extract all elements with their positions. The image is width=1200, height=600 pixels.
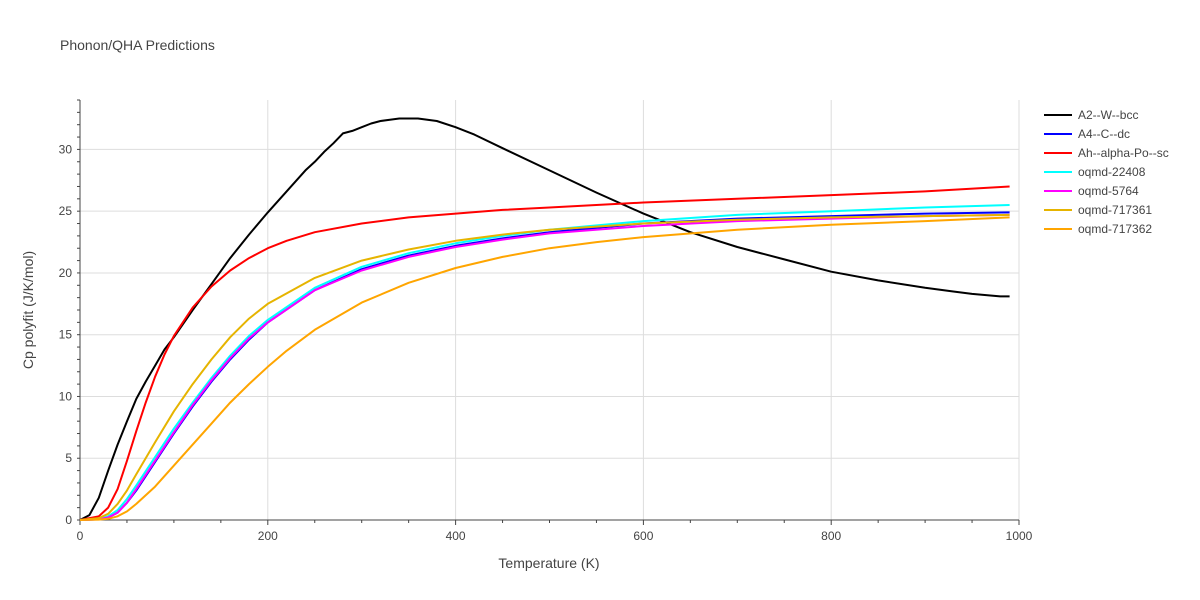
y-tick-label: 5 bbox=[65, 451, 72, 465]
series-line-oqmd-717361[interactable] bbox=[79, 213, 1010, 521]
y-tick-label: 25 bbox=[59, 204, 73, 218]
legend-item[interactable]: Ah--alpha-Po--sc bbox=[1044, 146, 1169, 160]
series-line-A4--C--dc[interactable] bbox=[79, 211, 1010, 521]
chart-title: Phonon/QHA Predictions bbox=[60, 37, 215, 53]
y-tick-label: 0 bbox=[65, 513, 72, 527]
series-line-oqmd-717362[interactable] bbox=[79, 216, 1010, 521]
legend[interactable]: A2--W--bcc A4--C--dc Ah--alpha-Po--sc oqmd-… bbox=[1044, 108, 1169, 236]
x-tick-label: 1000 bbox=[1006, 529, 1033, 543]
x-tick-label: 800 bbox=[821, 529, 841, 543]
legend-label: oqmd-717362 bbox=[1078, 222, 1152, 236]
x-tick-label: 0 bbox=[77, 529, 84, 543]
legend-item[interactable]: oqmd-22408 bbox=[1044, 165, 1146, 179]
y-tick-label: 20 bbox=[59, 266, 73, 280]
x-tick-label: 200 bbox=[258, 529, 278, 543]
chart-axes: 0 200 400 600 800 1000 0 5 10 15 20 25 30 bbox=[59, 99, 1033, 543]
chart-grid bbox=[80, 100, 1020, 520]
legend-label: oqmd-5764 bbox=[1078, 184, 1139, 198]
y-tick-label: 30 bbox=[59, 142, 73, 156]
legend-item[interactable]: A4--C--dc bbox=[1044, 127, 1130, 141]
y-tick-label: 10 bbox=[59, 389, 73, 403]
y-axis-title: Cp polyfit (J/K/mol) bbox=[20, 251, 36, 369]
legend-label: Ah--alpha-Po--sc bbox=[1078, 146, 1169, 160]
legend-item[interactable]: A2--W--bcc bbox=[1044, 108, 1138, 122]
series-line-oqmd-5764[interactable] bbox=[79, 213, 1010, 521]
plot-area[interactable] bbox=[79, 117, 1010, 521]
series-line-A2--W--bcc[interactable] bbox=[79, 117, 1010, 521]
legend-item[interactable]: oqmd-717361 bbox=[1044, 203, 1152, 217]
x-tick-label: 600 bbox=[633, 529, 653, 543]
legend-item[interactable]: oqmd-5764 bbox=[1044, 184, 1139, 198]
legend-label: A2--W--bcc bbox=[1078, 108, 1138, 122]
series-line-Ah--alpha-Po--sc[interactable] bbox=[79, 185, 1010, 521]
legend-label: A4--C--dc bbox=[1078, 127, 1130, 141]
y-tick-label: 15 bbox=[59, 328, 73, 342]
x-axis-title: Temperature (K) bbox=[498, 555, 599, 571]
series-line-oqmd-22408[interactable] bbox=[79, 204, 1010, 521]
legend-item[interactable]: oqmd-717362 bbox=[1044, 222, 1152, 236]
legend-label: oqmd-22408 bbox=[1078, 165, 1146, 179]
x-tick-label: 400 bbox=[446, 529, 466, 543]
legend-label: oqmd-717361 bbox=[1078, 203, 1152, 217]
